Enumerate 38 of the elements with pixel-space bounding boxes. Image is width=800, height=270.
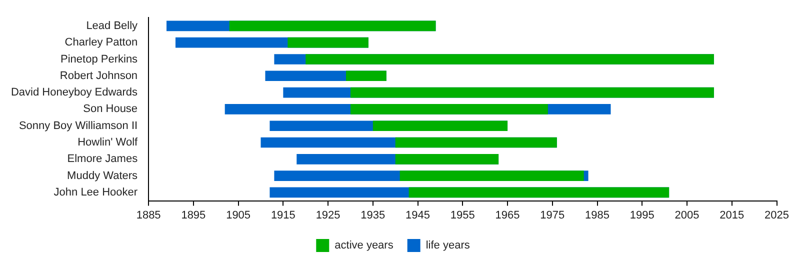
- x-tick-label: 1995: [630, 209, 654, 222]
- bar: [395, 137, 557, 148]
- x-tick-label: 1895: [181, 209, 206, 222]
- bar: [346, 70, 386, 82]
- bar: [350, 104, 548, 114]
- legend-label: active years: [334, 240, 394, 252]
- y-tick-label: David Honeyboy Edwards: [10, 86, 138, 99]
- x-tick-label: 1965: [495, 209, 520, 222]
- bar: [372, 120, 508, 132]
- x-tick-label: 1935: [360, 209, 386, 222]
- x-tick-label: 1985: [585, 209, 610, 222]
- legend-label: life years: [426, 240, 470, 252]
- x-tick-label: 1975: [540, 209, 565, 222]
- y-tick-label: Sonny Boy Williamson II: [18, 120, 138, 132]
- x-tick-label: 1905: [226, 209, 251, 222]
- bar: [229, 20, 436, 32]
- y-tick-label: Pinetop Perkins: [60, 53, 138, 66]
- y-tick-label: Elmore James: [67, 153, 138, 166]
- x-tick-label: 1925: [316, 209, 340, 222]
- y-tick-label: Muddy Waters: [67, 170, 138, 182]
- x-tick-label: 1945: [406, 209, 430, 222]
- y-tick-label: Charley Patton: [64, 36, 138, 49]
- bar: [408, 187, 670, 198]
- bar: [350, 87, 714, 98]
- y-tick-label: John Lee Hooker: [54, 186, 138, 199]
- y-tick-label: Lead Belly: [86, 20, 138, 32]
- y-tick-label: Howlin' Wolf: [78, 136, 139, 149]
- bar: [288, 37, 368, 48]
- x-tick-label: 1915: [270, 209, 296, 222]
- y-tick-label: Robert Johnson: [60, 70, 138, 82]
- y-tick-label: Son House: [83, 103, 138, 116]
- bar: [395, 154, 499, 164]
- x-tick-label: 2025: [764, 209, 790, 222]
- x-tick-label: 2005: [674, 209, 700, 222]
- bar: [400, 170, 584, 181]
- x-tick-label: 2015: [720, 209, 744, 222]
- x-tick-label: 1955: [450, 209, 475, 222]
- x-tick-label: 1885: [136, 209, 161, 222]
